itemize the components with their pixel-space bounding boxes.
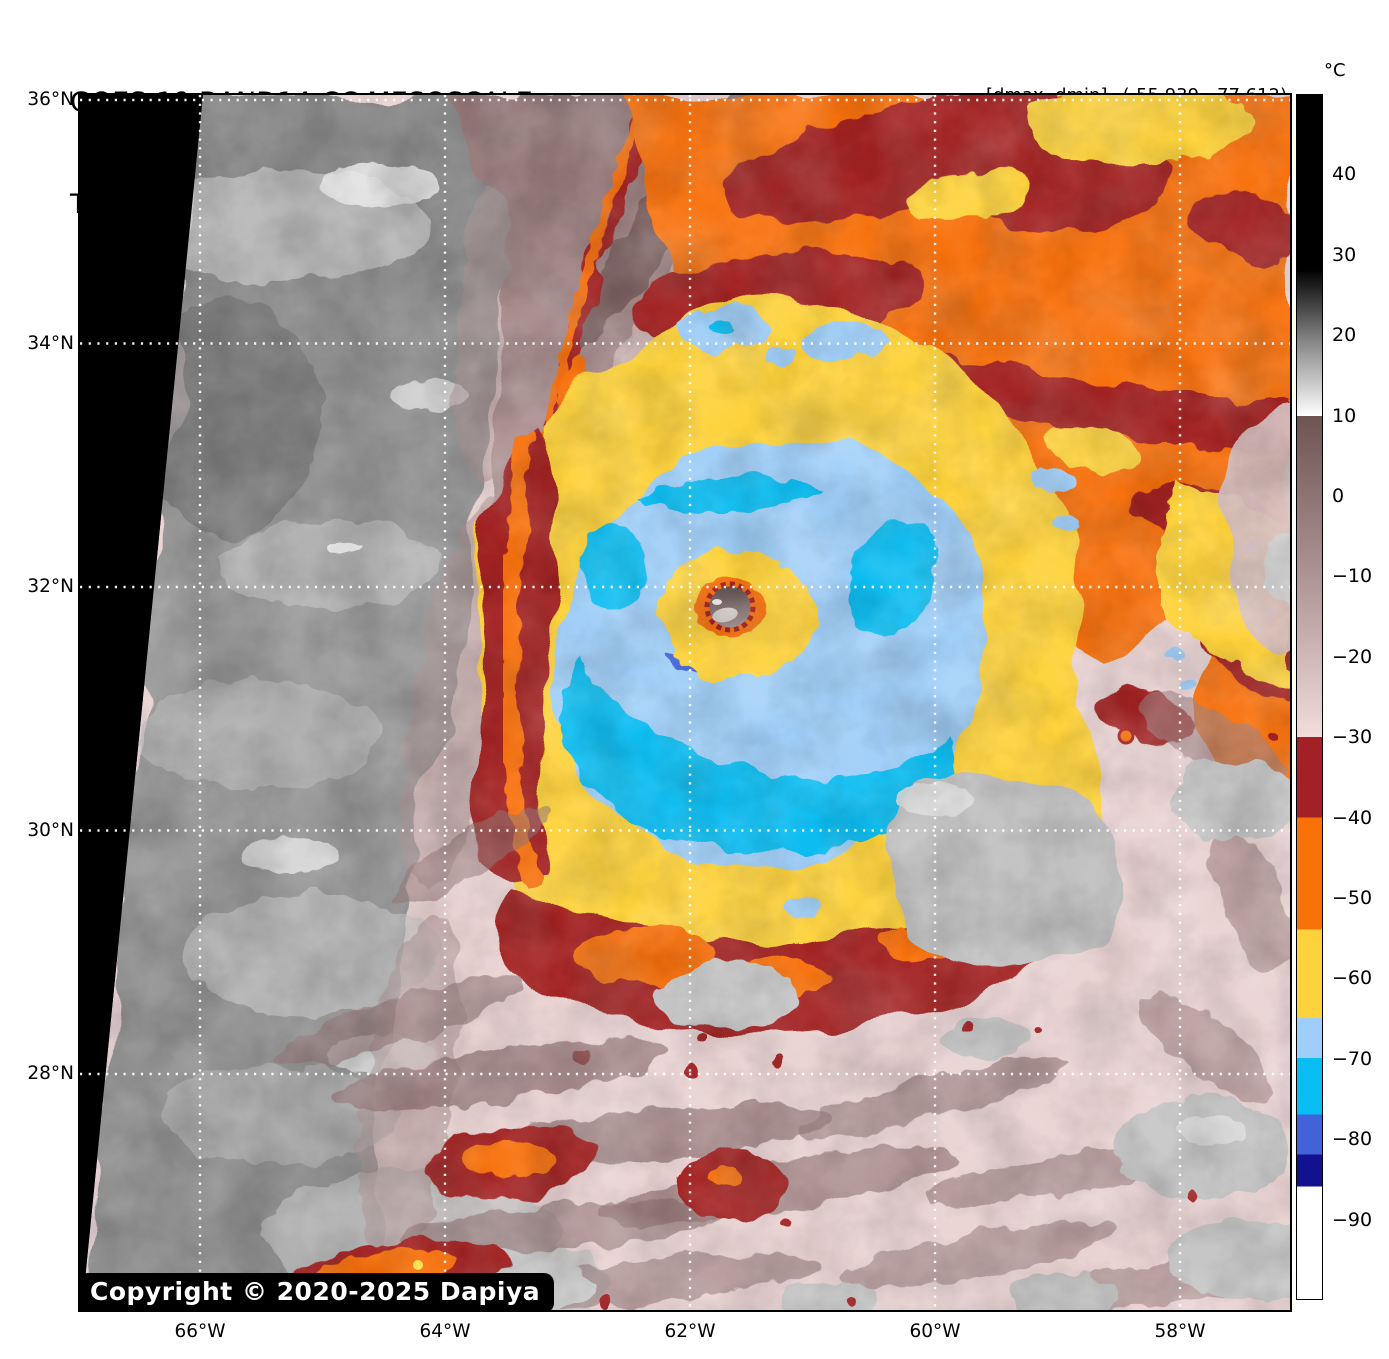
- copyright-badge: Copyright © 2020-2025 Dapiya: [80, 1273, 555, 1310]
- lon-tick-label: 66°W: [174, 1321, 226, 1342]
- colorbar-tick-label: −60: [1332, 967, 1373, 990]
- colorbar: [1296, 94, 1323, 1300]
- lat-tick-label: 30°N: [27, 819, 74, 841]
- colorbar-tick-label: −40: [1332, 806, 1373, 829]
- lat-tick-label: 34°N: [27, 332, 74, 354]
- cloud-texture-dark: [80, 95, 1290, 1310]
- colorbar-unit-label: °C: [1324, 60, 1346, 81]
- gridlines: [80, 95, 1290, 1310]
- colorbar-tick-label: 30: [1332, 243, 1357, 266]
- colorbar-tick-label: −50: [1332, 887, 1373, 909]
- colorbar-tick-label: −70: [1332, 1047, 1373, 1070]
- satellite-image: [80, 95, 1290, 1310]
- colorbar-tick-label: −80: [1332, 1128, 1373, 1151]
- colorbar-tick-label: 10: [1332, 404, 1357, 427]
- colorbar-tick-label: 20: [1332, 324, 1357, 347]
- colorbar-tick-label: −30: [1332, 726, 1373, 749]
- colorbar-tick-label: 0: [1332, 485, 1345, 507]
- colorbar-tick-label: 40: [1332, 163, 1357, 186]
- colorbar-tick-label: −90: [1332, 1208, 1373, 1231]
- lon-tick-label: 58°W: [1154, 1321, 1206, 1342]
- colorbar-tick-label: −20: [1332, 645, 1373, 668]
- lon-tick-label: 64°W: [419, 1321, 471, 1342]
- lon-tick-label: 62°W: [664, 1321, 716, 1342]
- no-data-wedge: [80, 95, 203, 1310]
- lat-tick-label: 32°N: [27, 576, 74, 597]
- lat-tick-label: 28°N: [27, 1063, 74, 1084]
- satellite-map: Copyright © 2020-2025 Dapiya: [78, 93, 1292, 1312]
- colorbar-tick-label: −10: [1332, 565, 1373, 588]
- lon-tick-label: 60°W: [909, 1321, 961, 1342]
- lat-tick-label: 36°N: [27, 89, 74, 110]
